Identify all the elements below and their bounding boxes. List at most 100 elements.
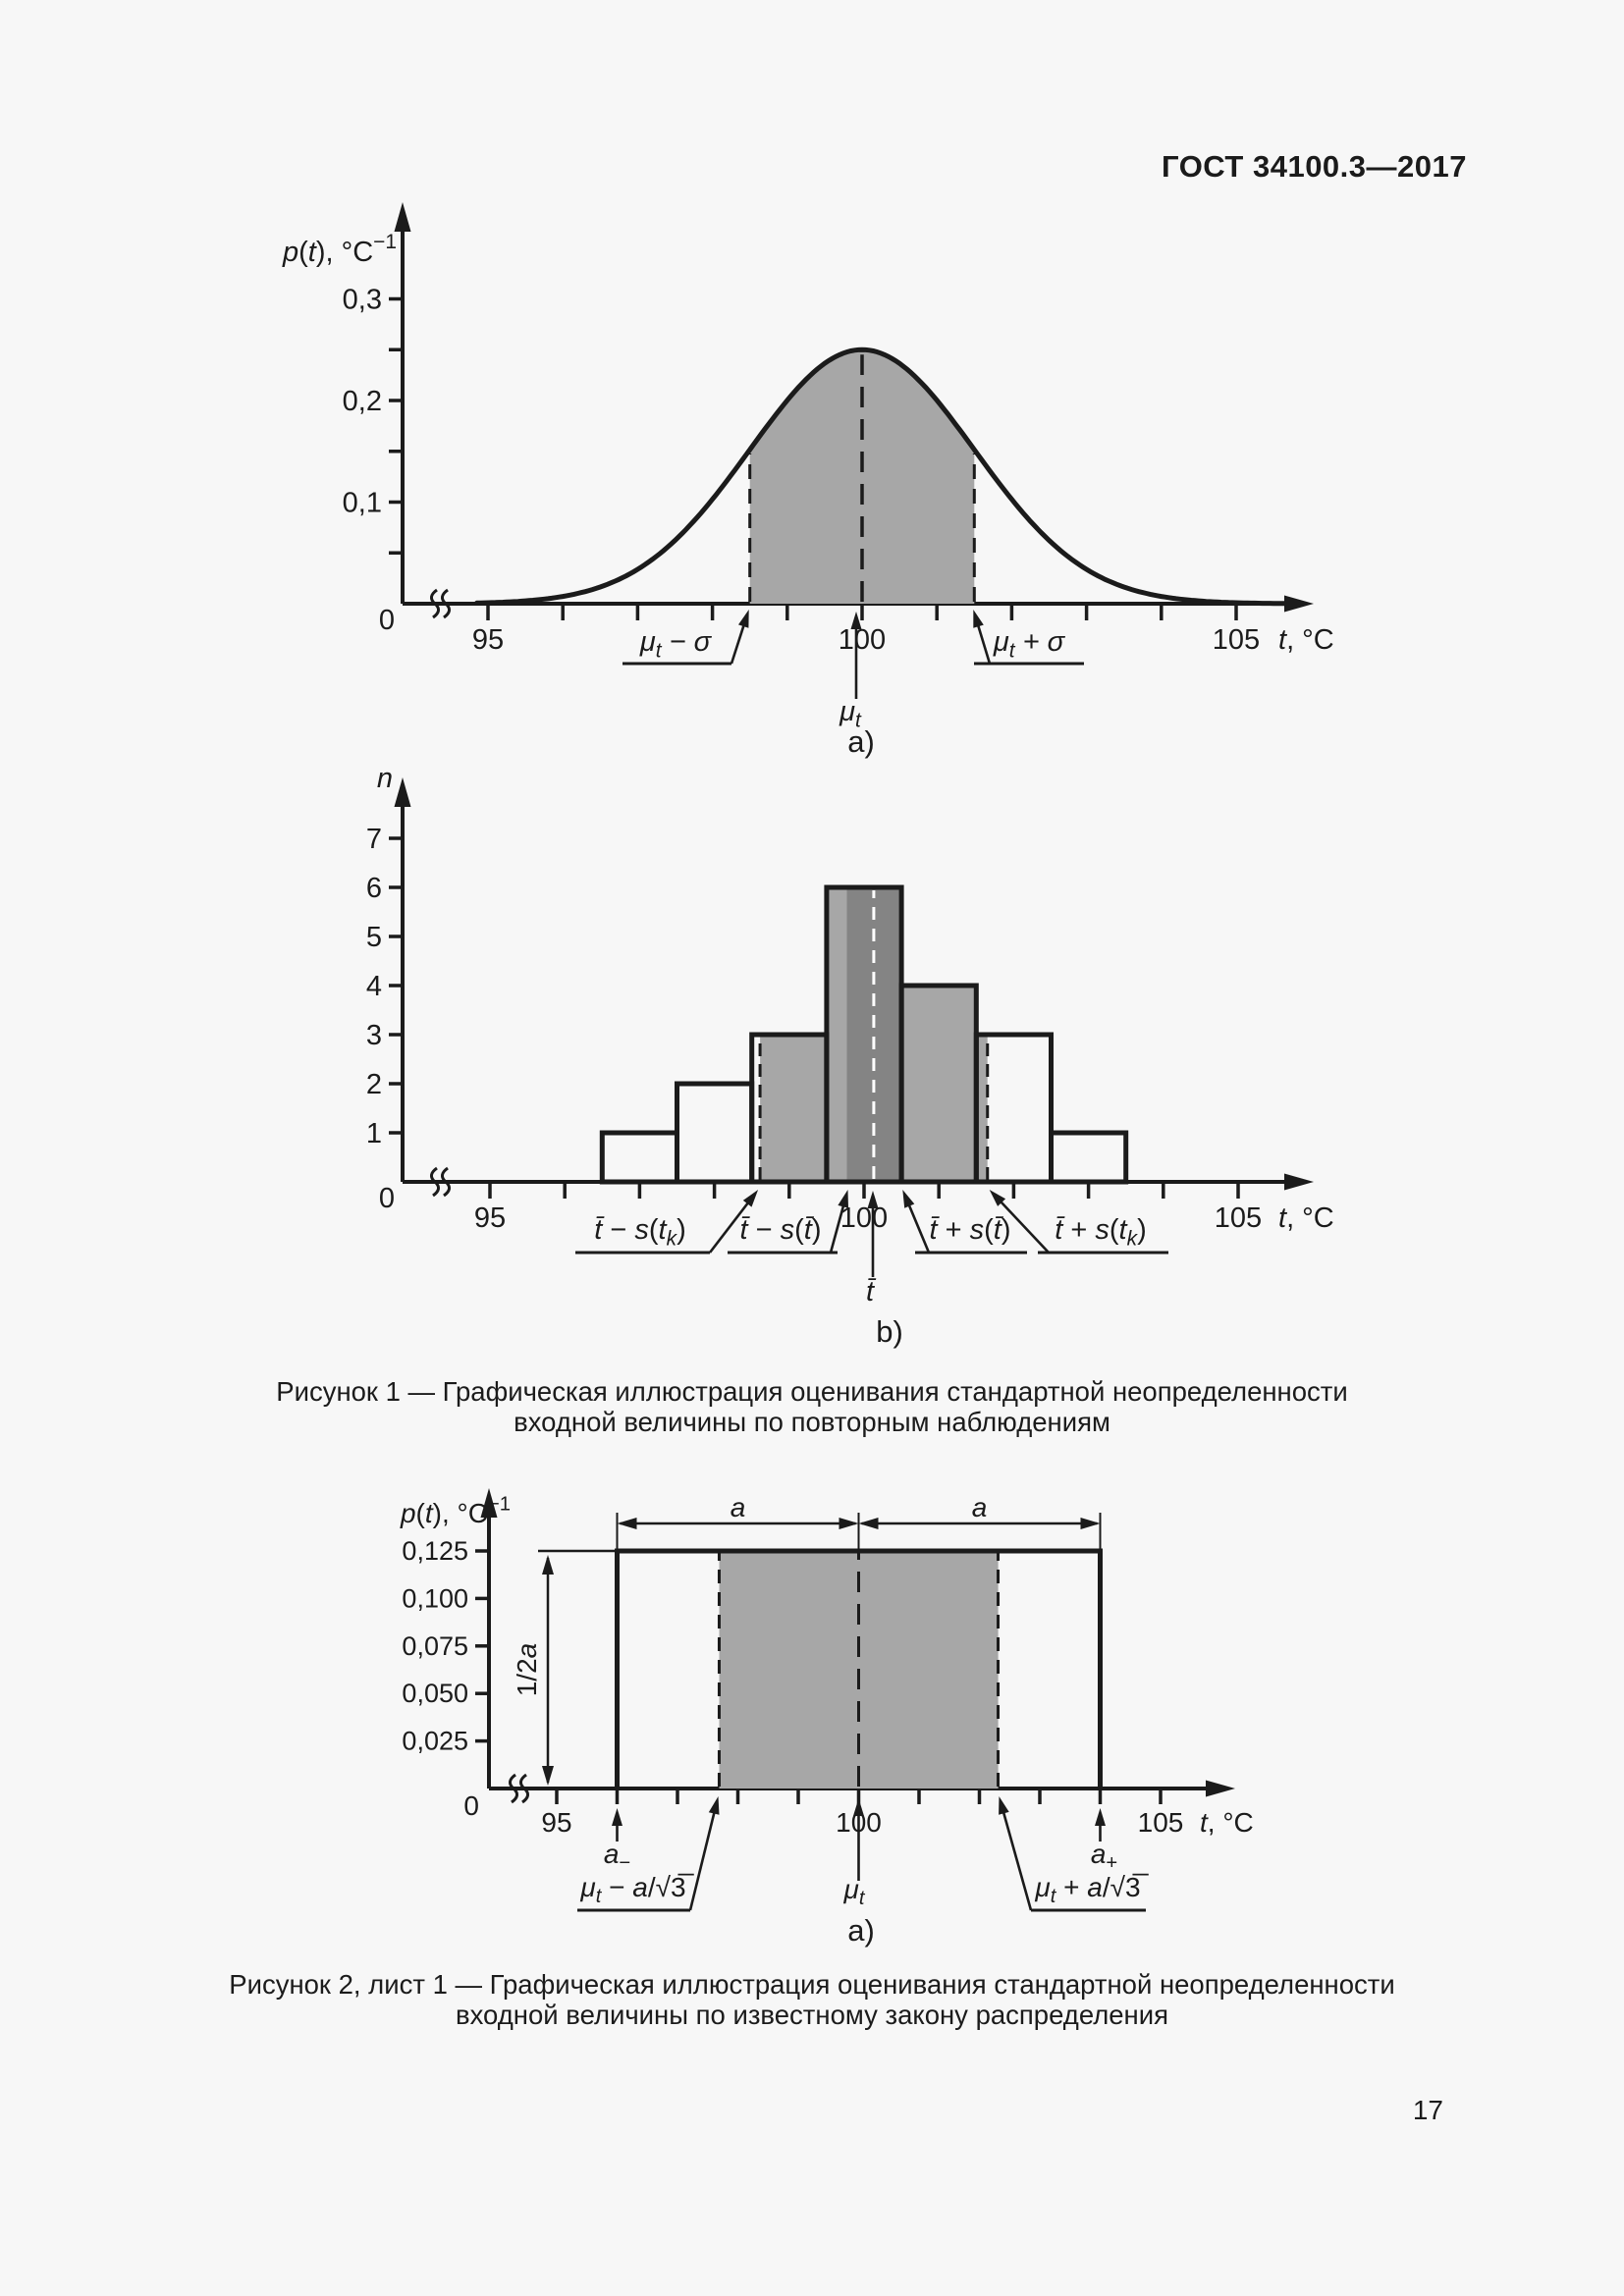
leader-line — [708, 1197, 754, 1254]
y-tick-label: 6 — [366, 873, 382, 904]
arrowhead-icon — [742, 1190, 759, 1207]
y-tick-label: 2 — [366, 1069, 382, 1100]
axis-break-icon — [430, 1166, 440, 1198]
sublabel-b: b) — [876, 1314, 903, 1349]
x-tick-label: 105 — [1138, 1807, 1184, 1838]
arrowhead-icon — [394, 202, 411, 232]
arrowhead-icon — [542, 1766, 554, 1786]
t-bar-label: t̄ — [866, 1276, 877, 1308]
y-tick-label: 0,3 — [343, 285, 382, 316]
hist-gray-region — [901, 986, 977, 1182]
arrowhead-icon — [542, 1555, 554, 1575]
page-number: 17 — [1412, 2095, 1443, 2125]
hist-gray-region — [760, 1035, 827, 1182]
hist-bar — [602, 1133, 677, 1182]
axis-break-icon — [509, 1773, 518, 1804]
page-title: ГОСТ 34100.3—2017 — [1162, 149, 1467, 184]
x-tick-label: 105 — [1215, 1202, 1262, 1234]
y-tick-label: 0,1 — [343, 488, 382, 519]
leader-line — [1000, 1805, 1033, 1911]
arrowhead-icon — [989, 1190, 1006, 1206]
y-tick-label: 1 — [366, 1118, 382, 1149]
leader-line — [829, 1199, 847, 1254]
axis-break-icon — [441, 1166, 451, 1198]
y-tick-label: 3 — [366, 1020, 382, 1051]
x-tick-label: 105 — [1213, 624, 1260, 656]
x-axis-label: t, °C — [1200, 1807, 1254, 1838]
x-axis-label: t, °C — [1278, 624, 1334, 656]
figure2-caption-line2: входной величины по известному закону ра… — [456, 2000, 1168, 2030]
arrowhead-icon — [612, 1808, 623, 1826]
sublabel-a2: a) — [847, 1913, 875, 1948]
t-minus-stk-label: t̄ − s(tk) — [594, 1214, 685, 1250]
arrowhead-icon — [480, 1488, 498, 1518]
arrowhead-icon — [1206, 1780, 1235, 1797]
arrowhead-icon — [858, 1518, 879, 1529]
t-plus-st-label: t̄ + s(t̄) — [929, 1214, 1010, 1246]
a-plus-label: a+ — [1091, 1839, 1117, 1874]
y-tick-label: 0,125 — [402, 1536, 468, 1566]
arrowhead-icon — [867, 1191, 879, 1208]
origin-label: 0 — [379, 605, 395, 636]
arrowhead-icon — [850, 612, 862, 629]
leader-line — [995, 1196, 1050, 1254]
hist-bar — [677, 1084, 752, 1182]
sublabel-a: a) — [847, 724, 875, 759]
t-minus-st-label: t̄ − s(t̄) — [739, 1214, 821, 1246]
t-plus-stk-label: t̄ + s(tk) — [1055, 1214, 1146, 1250]
half-height-label: 1/2a — [512, 1643, 542, 1697]
arrowhead-icon — [617, 1518, 637, 1529]
normal-curve — [474, 347, 1287, 607]
y-axis-label: p(t), °C−1 — [282, 231, 397, 268]
arrowhead-icon — [853, 1798, 864, 1816]
hist-bar-outline — [973, 1032, 1054, 1185]
arrowhead-icon — [838, 1190, 848, 1208]
y-tick-label: 4 — [366, 971, 382, 1002]
x-tick-label: 95 — [472, 624, 504, 656]
figure2-caption: Рисунок 2, лист 1 — Графическая иллюстра… — [0, 1969, 1624, 2030]
arrowhead-icon — [394, 777, 411, 807]
axis-break-icon — [519, 1773, 529, 1804]
arrowhead-icon — [708, 1796, 720, 1815]
arrowhead-icon — [1284, 1173, 1314, 1191]
arrowhead-icon — [1080, 1518, 1101, 1529]
mu-label: μt — [843, 1874, 866, 1909]
mu-minus-a-label: μt − a/√3̅ — [579, 1872, 694, 1907]
leader-line — [730, 618, 747, 665]
chart-uniform-pdf: 95 100 1050,0250,0500,0750,1000,1250p(t), … — [400, 1488, 1254, 1948]
arrowhead-icon — [999, 1796, 1009, 1815]
figure1-caption: Рисунок 1 — Графическая иллюстрация оцен… — [0, 1376, 1624, 1437]
arrowhead-icon — [738, 610, 749, 628]
y-axis-label: n — [377, 766, 393, 794]
arrowhead-icon — [1095, 1808, 1106, 1826]
dim-a-left-label: a — [731, 1492, 746, 1522]
x-tick-label: 95 — [541, 1807, 571, 1838]
y-tick-label: 7 — [366, 824, 382, 855]
figure1-caption-line1: Рисунок 1 — Графическая иллюстрация оцен… — [276, 1376, 1348, 1407]
arrowhead-icon — [973, 610, 984, 628]
y-tick-label: 5 — [366, 922, 382, 953]
leader-line — [688, 1805, 718, 1911]
y-tick-label: 0,050 — [402, 1679, 468, 1708]
hist-bar — [1051, 1133, 1126, 1182]
arrowhead-icon — [1284, 595, 1314, 613]
mu-minus-sigma-label: μt − σ — [639, 626, 713, 662]
y-axis-label: p(t), °C−1 — [400, 1493, 511, 1528]
y-tick-label: 0,075 — [402, 1631, 468, 1661]
x-tick-label: 100 — [839, 624, 886, 656]
chart-normal-pdf: 95 100 105 0,1 0,2 0,3 0 p(t), °C−1 t, °C μt − σ μ… — [282, 202, 1334, 759]
axis-break-icon — [430, 588, 440, 619]
y-tick-label: 0,2 — [343, 386, 382, 417]
origin-label: 0 — [379, 1183, 395, 1214]
arrowhead-icon — [902, 1190, 915, 1208]
mu-plus-sigma-label: μt + σ — [993, 626, 1066, 662]
axis-break-icon — [441, 588, 451, 619]
arrowhead-icon — [839, 1518, 859, 1529]
origin-label: 0 — [463, 1790, 479, 1821]
x-tick-label: 95 — [474, 1202, 506, 1234]
figure1-caption-line2: входной величины по повторным наблюдения… — [514, 1407, 1110, 1437]
dim-a-right-label: a — [972, 1492, 988, 1522]
x-axis-label: t, °C — [1278, 1202, 1334, 1234]
